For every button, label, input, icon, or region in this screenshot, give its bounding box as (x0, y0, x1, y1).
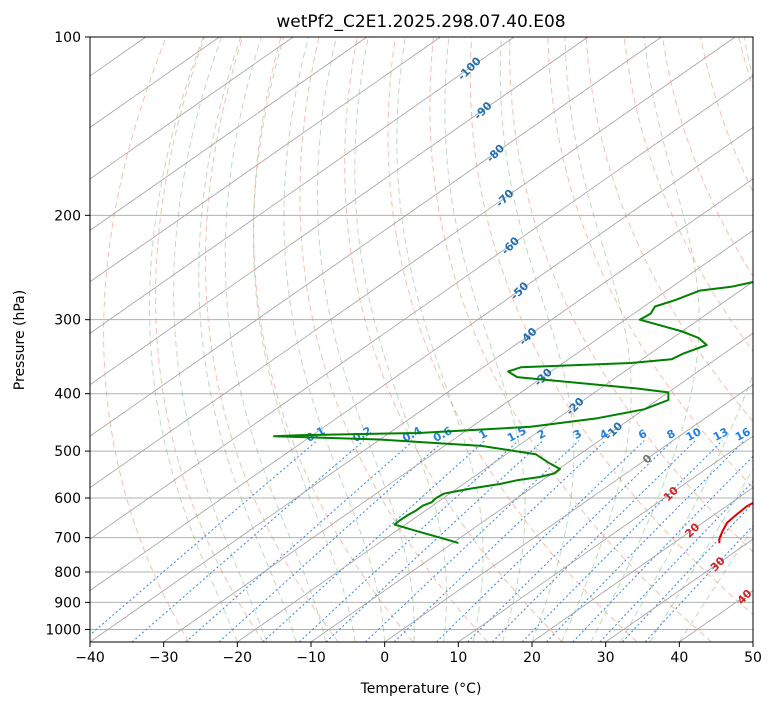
isotherm-line (90, 75, 753, 540)
mixing-ratio-line (218, 440, 445, 642)
mixing-ratio-label: 16 (733, 425, 753, 444)
mixing-ratio-line (644, 525, 753, 642)
y-tick-label: 400 (54, 387, 81, 403)
dry-adiabat-line (344, 37, 563, 642)
dry-adiabat-line (585, 37, 753, 422)
dry-adiabat-line (204, 37, 339, 642)
y-tick-label: 1000 (45, 622, 81, 638)
isotherm-line (90, 37, 367, 231)
isotherm-line (384, 384, 753, 642)
isotherm-line (237, 281, 753, 642)
x-tick-label: 20 (523, 650, 541, 666)
moist-adiabat-line (283, 37, 386, 642)
dry-adiabat-line (387, 37, 638, 642)
moist-adiabat-line (444, 37, 526, 642)
y-tick-label: 900 (54, 595, 81, 611)
isotherms (90, 37, 753, 642)
moist-adiabat-line (354, 37, 447, 642)
moist-adiabat-line (173, 37, 268, 642)
moist-adiabat-line (561, 37, 632, 642)
x-tick-label: 0 (380, 650, 389, 666)
mixing-ratio-line (90, 440, 318, 636)
mixing-ratio-line (436, 440, 645, 642)
x-tick-label: −30 (149, 650, 179, 666)
y-tick-label: 700 (54, 531, 81, 547)
mixing-ratio-line (262, 440, 486, 642)
moist-adiabat-line (253, 37, 356, 642)
x-tick-label: −40 (75, 650, 105, 666)
dry-adiabat-line (469, 37, 753, 615)
x-tick-label: 50 (744, 650, 762, 666)
plot-area (90, 37, 753, 642)
x-tick-label: −20 (223, 650, 253, 666)
y-tick-label: 200 (54, 208, 81, 224)
isotherm-line (90, 178, 753, 642)
mixing-ratio-line (185, 440, 415, 642)
moist-adiabat-line (396, 37, 484, 642)
moist-adiabat-line (619, 37, 753, 642)
mixing-ratio-line (131, 440, 365, 642)
moist-adiabat-line (198, 37, 297, 642)
y-tick-label: 100 (54, 30, 81, 46)
x-tick-label: 10 (449, 650, 467, 666)
moist-adiabat-line (317, 37, 415, 642)
dry-adiabat-line (509, 37, 753, 553)
moist-adiabat-line (590, 37, 700, 642)
dry-adiabat-line (155, 37, 264, 642)
mixing-ratio-line (467, 440, 674, 642)
isotherm-line (458, 435, 753, 642)
y-tick-label: 800 (54, 565, 81, 581)
isotherm-line (90, 37, 736, 489)
mixing-ratio-label: 13 (711, 425, 731, 444)
isotherm-line (90, 37, 441, 283)
x-tick-label: −10 (296, 650, 326, 666)
isotherm-line (90, 37, 515, 334)
isotherm-line (163, 229, 753, 642)
moist-adiabat-line (649, 468, 753, 642)
dry-adiabat-line (299, 37, 488, 642)
y-tick-label: 500 (54, 444, 81, 460)
mixing-ratio-line (545, 440, 745, 642)
moist-adiabat-line (499, 37, 575, 642)
mixing-ratio-line (393, 440, 606, 642)
y-tick-label: 600 (54, 491, 81, 507)
mixing-ratio-line (622, 502, 753, 642)
mixing-ratio-line (521, 440, 723, 642)
isotherm-line (605, 538, 753, 642)
x-tick-label: 30 (597, 650, 615, 666)
moist-adiabat-line (224, 37, 327, 642)
profile-series (273, 281, 753, 545)
chart-title: wetPf2_C2E1.2025.298.07.40.E08 (276, 12, 565, 32)
isotherm-line (90, 37, 588, 386)
x-tick-label: 40 (670, 650, 688, 666)
plot-frame (89, 36, 754, 643)
y-axis-label: Pressure (hPa) (12, 290, 28, 390)
moist-adiabat-line (678, 527, 753, 642)
isotherm-line (531, 487, 753, 642)
y-axis: 1000 900 800 700 600 500 400 300 200 100 (45, 30, 90, 638)
x-axis: −40 −30 −20 −10 0 10 20 30 40 50 (75, 642, 762, 666)
isotherm-line (90, 37, 294, 180)
isotherm-line (90, 37, 662, 437)
mixing-ratio-lines (90, 440, 753, 642)
x-axis-label: Temperature (°C) (360, 681, 482, 697)
mixing-ratio-line (364, 440, 580, 642)
mixing-ratio-line (572, 455, 753, 642)
y-tick-label: 300 (54, 313, 81, 329)
moist-adiabat-line (149, 37, 238, 642)
dewpoint-profile-line (273, 281, 753, 545)
isotherm-line (90, 126, 753, 592)
moist-adiabats (149, 37, 753, 642)
mixing-ratio-label: 10 (684, 425, 704, 444)
